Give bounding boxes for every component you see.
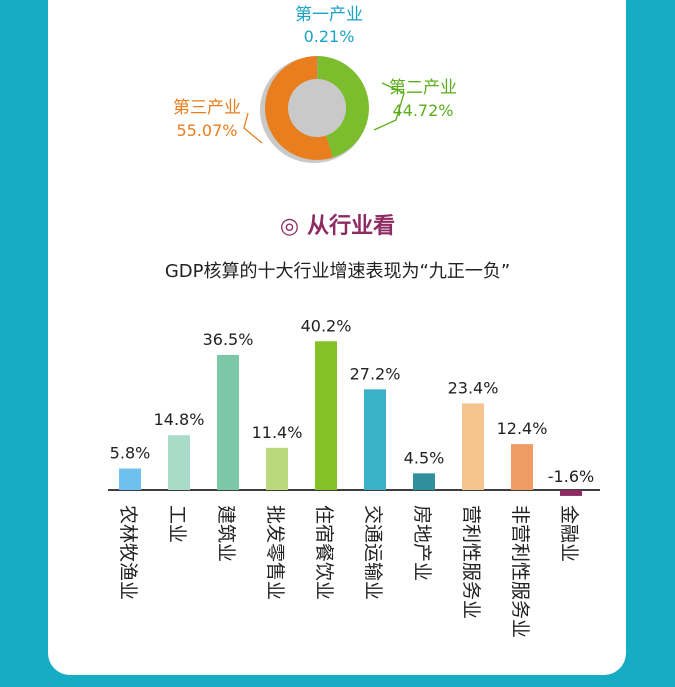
bar-1	[119, 468, 141, 490]
category-label-5: 住宿餐饮业	[313, 505, 335, 600]
bar-8	[462, 403, 484, 490]
bar-value-label-9: 12.4%	[497, 419, 548, 438]
bar-value-label-10: -1.6%	[548, 467, 594, 486]
bar-10	[560, 490, 582, 496]
category-label-10: 金融业	[558, 505, 580, 562]
donut-slice-3	[265, 56, 333, 160]
bar-value-label-3: 36.5%	[203, 330, 254, 349]
donut-slice-2	[317, 56, 369, 158]
category-label-9: 非营利性服务业	[509, 505, 531, 638]
category-label-4: 批发零售业	[264, 505, 286, 600]
bar-6	[364, 389, 386, 490]
industry-share-donut-chart: 第一产业 0.21% 第二产业 44.72% 第三产业 55.07%	[173, 5, 457, 163]
category-label-2: 工业	[166, 505, 188, 543]
slice-value-primary: 0.21%	[304, 27, 355, 46]
slice-label-primary: 第一产业	[295, 5, 363, 25]
bar-4	[266, 447, 288, 490]
slice-value-secondary: 44.72%	[392, 101, 453, 120]
section-title-text: 从行业看	[307, 213, 396, 239]
leader-line-tertiary	[243, 112, 263, 144]
bar-9	[511, 444, 533, 490]
category-label-7: 房地产业	[411, 505, 433, 581]
category-label-6: 交通运输业	[362, 505, 384, 600]
bar-2	[168, 435, 190, 490]
bar-value-label-5: 40.2%	[301, 316, 352, 335]
slice-label-secondary: 第二产业	[389, 78, 457, 98]
leader-line-secondary	[373, 82, 405, 131]
bar-value-label-2: 14.8%	[154, 410, 205, 429]
bar-value-label-4: 11.4%	[252, 423, 303, 442]
section-heading: ◎ 从行业看	[0, 208, 675, 240]
category-label-3: 建筑业	[215, 505, 237, 562]
bar-5	[315, 341, 337, 490]
double-circle-icon: ◎	[279, 213, 300, 239]
category-label-1: 农林牧渔业	[117, 505, 139, 600]
slice-label-tertiary: 第三产业	[173, 98, 241, 118]
bar-value-label-7: 4.5%	[404, 448, 445, 467]
section-subtitle: GDP核算的十大行业增速表现为“九正一负”	[164, 261, 511, 282]
slice-value-tertiary: 55.07%	[176, 121, 237, 140]
bar-7	[413, 473, 435, 490]
bar-value-label-8: 23.4%	[448, 378, 499, 397]
bar-value-label-1: 5.8%	[110, 444, 151, 463]
bar-value-label-6: 27.2%	[350, 364, 401, 383]
category-label-8: 营利性服务业	[460, 505, 482, 619]
bar-3	[217, 354, 239, 490]
